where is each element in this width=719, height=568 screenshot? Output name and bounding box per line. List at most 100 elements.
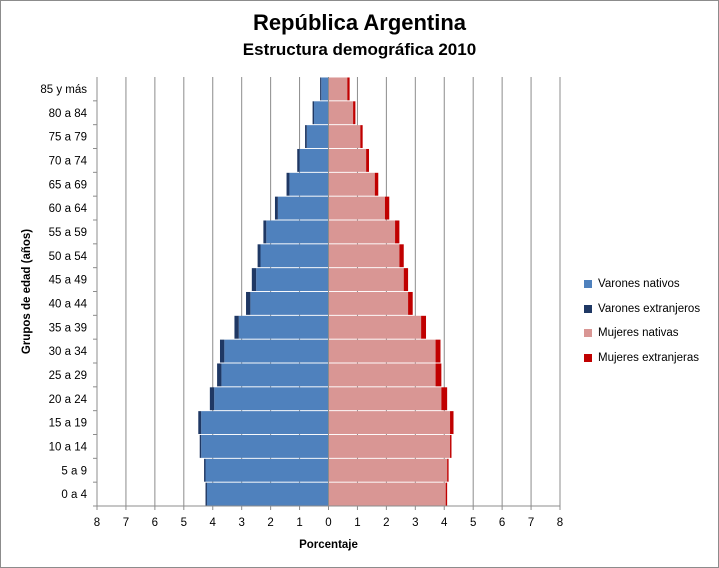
bar-varones-extranjeros [312, 101, 315, 125]
bar-mujeres-nativas [328, 458, 448, 482]
y-tick-label: 5 a 9 [61, 465, 87, 477]
legend-label: Mujeres nativas [598, 327, 679, 340]
bar-varones-extranjeros [257, 244, 261, 268]
chart-subtitle: Estructura demográfica 2010 [242, 40, 477, 59]
bar-varones-extranjeros [234, 315, 239, 339]
bar-mujeres-nativas [328, 125, 361, 149]
bar-mujeres-nativas [328, 411, 451, 435]
bar-varones-nativos [205, 458, 329, 482]
y-tick-label: 75 a 79 [49, 132, 87, 144]
y-tick-label: 65 a 69 [49, 179, 87, 191]
bar-mujeres-nativas [328, 434, 451, 458]
y-tick-label: 25 a 29 [49, 370, 87, 382]
bar-varones-nativos [299, 148, 329, 172]
y-tick-label: 20 a 24 [49, 394, 88, 406]
bar-varones-extranjeros [246, 291, 251, 315]
x-tick-label: 5 [181, 517, 187, 529]
y-tick-label: 50 a 54 [49, 251, 88, 263]
bar-varones-nativos [201, 434, 329, 458]
legend-item: Mujeres nativas [584, 321, 718, 346]
x-tick-label: 3 [412, 517, 418, 529]
bar-varones-extranjeros [217, 363, 222, 387]
x-axis-title: Porcentaje [299, 539, 358, 551]
bar-varones-extranjeros [209, 387, 215, 411]
x-tick-label: 3 [238, 517, 244, 529]
y-tick-label: 30 a 34 [49, 346, 88, 358]
x-tick-label: 2 [267, 517, 273, 529]
y-tick-label: 35 a 39 [49, 322, 87, 334]
bar-varones-extranjeros [251, 268, 257, 292]
bar-varones-nativos [260, 244, 329, 268]
y-tick-label: 10 a 14 [49, 441, 88, 453]
x-tick-label: 5 [470, 517, 476, 529]
legend-item: Varones nativos [584, 272, 718, 297]
y-tick-label: 15 a 19 [49, 418, 87, 430]
chart-legend: Varones nativos Varones extranjeros Mujere… [584, 272, 718, 370]
bar-varones-nativos [314, 101, 329, 125]
bar-varones-nativos [221, 363, 329, 387]
y-tick-label: 60 a 64 [49, 203, 88, 215]
x-tick-label: 8 [94, 517, 100, 529]
legend-swatch [584, 353, 592, 362]
bar-varones-nativos [224, 339, 329, 363]
bar-mujeres-extranjeras [435, 363, 442, 387]
bar-mujeres-nativas [328, 196, 385, 220]
y-tick-label: 85 y más [40, 84, 87, 96]
bar-mujeres-extranjeras [441, 387, 448, 411]
y-tick-label: 80 a 84 [49, 108, 88, 120]
bar-mujeres-nativas [328, 172, 375, 196]
legend-label: Varones extranjeros [598, 302, 701, 315]
y-tick-label: 40 a 44 [49, 298, 88, 310]
bar-mujeres-extranjeras [408, 291, 413, 315]
x-tick-label: 7 [123, 517, 129, 529]
bar-varones-extranjeros [219, 339, 225, 363]
legend-label: Varones nativos [598, 278, 680, 291]
bar-mujeres-nativas [328, 363, 436, 387]
bar-mujeres-extranjeras [421, 315, 427, 339]
bar-mujeres-extranjeras [450, 434, 452, 458]
bar-mujeres-extranjeras [366, 148, 370, 172]
bar-mujeres-nativas [328, 482, 446, 506]
x-tick-label: 0 [325, 517, 331, 529]
x-tick-label: 7 [528, 517, 534, 529]
bar-varones-nativos [214, 387, 329, 411]
bar-varones-extranjeros [320, 77, 322, 101]
bar-varones-nativos [277, 196, 329, 220]
bar-varones-extranjeros [199, 434, 202, 458]
x-tick-label: 8 [557, 517, 563, 529]
bar-mujeres-extranjeras [435, 339, 441, 363]
bar-varones-nativos [206, 482, 329, 506]
bar-mujeres-nativas [328, 339, 436, 363]
bar-varones-nativos [250, 291, 329, 315]
bar-mujeres-extranjeras [450, 411, 454, 435]
bar-mujeres-extranjeras [347, 77, 350, 101]
bar-mujeres-nativas [328, 387, 442, 411]
legend-swatch [584, 280, 592, 289]
bar-varones-nativos [321, 77, 329, 101]
bar-mujeres-extranjeras [403, 268, 409, 292]
bar-varones-extranjeros [205, 482, 207, 506]
bar-mujeres-extranjeras [384, 196, 390, 220]
bar-varones-extranjeros [204, 458, 206, 482]
legend-item: Mujeres extranjeras [584, 346, 718, 371]
bar-varones-extranjeros [286, 172, 290, 196]
y-tick-label: 45 a 49 [49, 275, 87, 287]
bar-mujeres-extranjeras [374, 172, 379, 196]
bar-mujeres-nativas [328, 77, 348, 101]
bar-mujeres-nativas [328, 291, 409, 315]
x-tick-label: 4 [441, 517, 448, 529]
y-axis-title: Grupos de edad (años) [21, 229, 33, 354]
bar-mujeres-nativas [328, 244, 400, 268]
x-tick-label: 6 [152, 517, 158, 529]
bar-varones-extranjeros [198, 411, 202, 435]
bar-mujeres-nativas [328, 268, 404, 292]
bar-varones-nativos [201, 411, 329, 435]
x-tick-label: 6 [499, 517, 505, 529]
legend-item: Varones extranjeros [584, 297, 718, 322]
bar-varones-extranjeros [263, 220, 267, 244]
x-tick-label: 1 [296, 517, 302, 529]
bar-mujeres-extranjeras [360, 125, 363, 149]
bar-mujeres-extranjeras [395, 220, 400, 244]
x-tick-label: 4 [210, 517, 217, 529]
